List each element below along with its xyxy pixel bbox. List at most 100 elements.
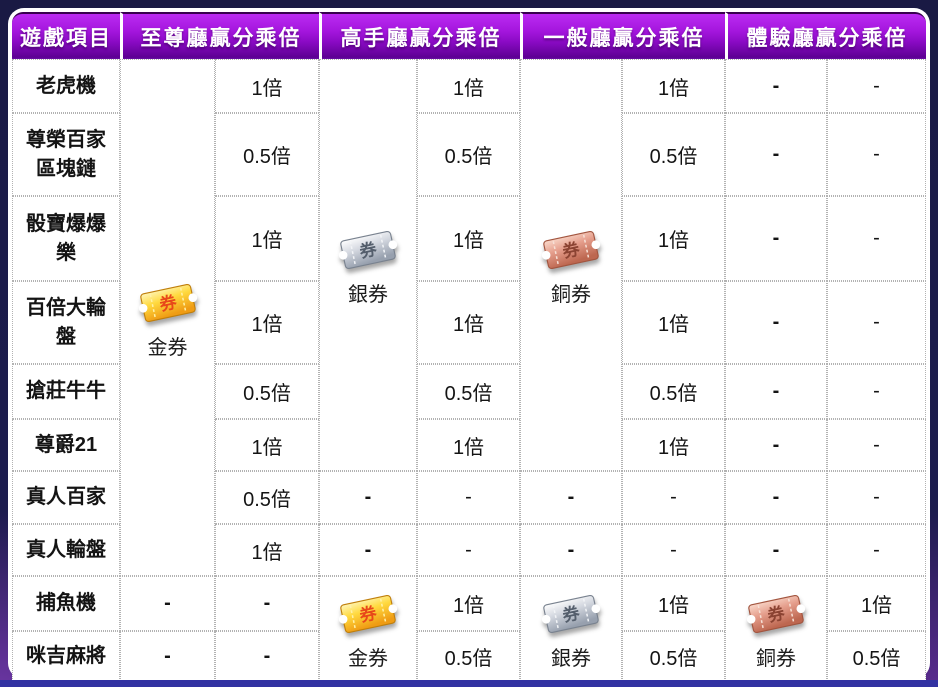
header-trial-hall: 體驗廳贏分乘倍 [725,12,926,59]
header-game-column: 遊戲項目 [12,12,120,59]
multiplier-cell: - [622,471,725,524]
general-ticket-dash-cell: - [520,524,622,576]
multiplier-cell: - [417,524,520,576]
multiplier-cell: - [417,471,520,524]
multiplier-cell: 1倍 [622,576,725,631]
table-row: 百倍大輪盤 1倍 1倍 1倍 - - [12,281,926,364]
game-name-cell: 真人輪盤 [12,524,120,576]
multiplier-cell: 0.5倍 [215,364,319,419]
multiplier-cell: 1倍 [215,524,319,576]
copper-ticket-icon [539,223,603,277]
expert-ticket-dash-cell: - [319,471,417,524]
supreme-ticket-cell: 金券 [120,59,215,576]
game-name-cell: 真人百家 [12,471,120,524]
expert-ticket-cell: 金券 [319,576,417,681]
trial-ticket-dash-cell: - [725,281,827,364]
trial-ticket-dash-cell: - [725,364,827,419]
gold-ticket-icon [336,587,400,641]
expert-ticket-dash-cell: - [319,524,417,576]
ticket-label: 銅券 [551,284,591,306]
multiplier-cell: 1倍 [417,281,520,364]
multiplier-cell: 0.5倍 [215,471,319,524]
multiplier-cell: 1倍 [215,196,319,281]
multiplier-cell: 0.5倍 [827,631,926,681]
multiplier-cell: 1倍 [827,576,926,631]
table-row: 老虎機 金券 1倍 銀券 1倍 [12,59,926,576]
multiplier-cell: 0.5倍 [622,631,725,681]
multiplier-cell: 0.5倍 [417,364,520,419]
game-name-cell: 老虎機 [12,59,120,113]
win-multiplier-table: 遊戲項目 至尊廳贏分乘倍 高手廳贏分乘倍 一般廳贏分乘倍 體驗廳贏分乘倍 老虎機… [12,12,926,681]
multiplier-cell: 1倍 [622,59,725,113]
table-row: 捕魚機 - - 金券 1倍 銀券 [12,576,926,681]
bottom-accent-bar [0,680,938,687]
multiplier-cell: - [827,419,926,471]
multiplier-cell: - [215,576,319,631]
ticket-label: 金券 [147,336,188,359]
multiplier-cell: 1倍 [417,196,520,281]
table-row: 真人輪盤 1倍 - - - - - - [12,524,926,576]
supreme-ticket-dash-cell: - [120,631,215,681]
general-ticket-cell: 銅券 [520,59,622,471]
multiplier-cell: 0.5倍 [417,631,520,681]
table-row: 尊榮百家區塊鏈 0.5倍 0.5倍 0.5倍 - - [12,113,926,196]
multiplier-cell: 1倍 [215,419,319,471]
expert-ticket-cell: 銀券 [319,59,417,471]
header-row: 遊戲項目 至尊廳贏分乘倍 高手廳贏分乘倍 一般廳贏分乘倍 體驗廳贏分乘倍 [12,12,926,59]
multiplier-cell: 1倍 [417,419,520,471]
multiplier-cell: - [827,471,926,524]
multiplier-cell: 0.5倍 [417,113,520,196]
general-ticket-dash-cell: - [520,471,622,524]
trial-ticket-dash-cell: - [725,59,827,113]
header-expert-hall: 高手廳贏分乘倍 [319,12,520,59]
multiplier-cell: 1倍 [622,281,725,364]
general-ticket-cell: 銀券 [520,576,622,681]
multiplier-cell: - [827,364,926,419]
game-name-cell: 尊爵21 [12,419,120,471]
trial-ticket-dash-cell: - [725,524,827,576]
multiplier-cell: - [827,196,926,281]
multiplier-cell: 1倍 [622,196,725,281]
multiplier-cell: 0.5倍 [622,113,725,196]
ticket-label: 金券 [348,647,388,670]
trial-ticket-dash-cell: - [725,471,827,524]
trial-ticket-cell: 銅券 [725,576,827,681]
trial-ticket-dash-cell: - [725,113,827,196]
table-row: 搶莊牛牛 0.5倍 0.5倍 0.5倍 - - [12,364,926,419]
multiplier-table-panel: 遊戲項目 至尊廳贏分乘倍 高手廳贏分乘倍 一般廳贏分乘倍 體驗廳贏分乘倍 老虎機… [8,8,930,681]
supreme-ticket-dash-cell: - [120,576,215,631]
game-name-cell: 咪吉麻將 [12,631,120,681]
copper-ticket-icon [744,587,808,641]
ticket-label: 銀券 [551,647,591,670]
multiplier-cell: 1倍 [215,281,319,364]
trial-ticket-dash-cell: - [725,419,827,471]
ticket-label: 銅券 [756,647,796,670]
multiplier-cell: - [827,524,926,576]
multiplier-cell: - [215,631,319,681]
multiplier-cell: - [827,113,926,196]
multiplier-cell: - [827,281,926,364]
table-row: 骰寶爆爆樂 1倍 1倍 1倍 - - [12,196,926,281]
header-supreme-hall: 至尊廳贏分乘倍 [120,12,319,59]
game-name-cell: 百倍大輪盤 [12,281,120,364]
game-name-cell: 尊榮百家區塊鏈 [12,113,120,196]
gold-ticket-icon [136,276,200,330]
multiplier-cell: 1倍 [622,419,725,471]
silver-ticket-icon [336,223,400,277]
table-row: 真人百家 0.5倍 - - - - - - [12,471,926,524]
table-row: 咪吉麻將 - - 0.5倍 0.5倍 0.5倍 [12,631,926,681]
multiplier-cell: 1倍 [417,59,520,113]
table-row: 尊爵21 1倍 1倍 1倍 - - [12,419,926,471]
game-name-cell: 骰寶爆爆樂 [12,196,120,281]
multiplier-cell: 0.5倍 [215,113,319,196]
header-general-hall: 一般廳贏分乘倍 [520,12,725,59]
game-name-cell: 搶莊牛牛 [12,364,120,419]
multiplier-cell: - [622,524,725,576]
ticket-label: 銀券 [348,284,388,306]
trial-ticket-dash-cell: - [725,196,827,281]
multiplier-cell: 1倍 [417,576,520,631]
multiplier-cell: - [827,59,926,113]
multiplier-cell: 1倍 [215,59,319,113]
multiplier-cell: 0.5倍 [622,364,725,419]
